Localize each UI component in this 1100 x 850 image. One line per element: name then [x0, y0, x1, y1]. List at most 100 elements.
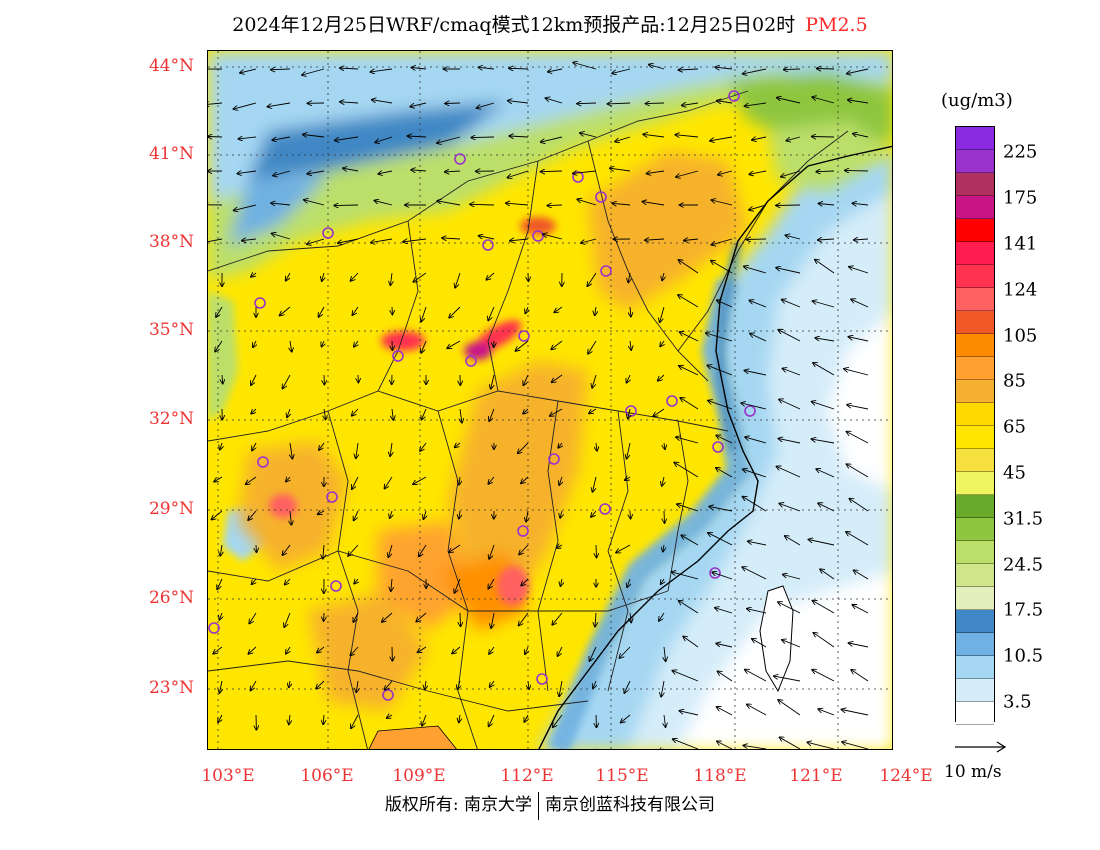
colorbar-label: 65	[1003, 416, 1026, 438]
wind-arrow	[649, 65, 665, 70]
wind-arrow	[477, 102, 495, 108]
wind-arrow	[809, 540, 835, 546]
wind-arrow	[750, 334, 767, 342]
wind-arrow	[323, 714, 324, 724]
wind-arrow	[460, 612, 461, 626]
wind-arrow	[239, 137, 257, 139]
wind-arrow	[218, 714, 222, 722]
wind-arrow	[592, 374, 597, 388]
wind-arrow	[679, 711, 699, 716]
wind-arrow	[587, 272, 597, 286]
wind-arrow	[287, 408, 290, 417]
wind-arrow	[591, 510, 597, 517]
wind-arrow	[289, 714, 290, 724]
wind-arrow	[646, 103, 665, 104]
wind-arrow	[777, 98, 801, 104]
wind-arrow	[627, 442, 631, 459]
wind-arrow	[459, 510, 460, 519]
colorbar-swatch	[956, 173, 994, 196]
wind-arrow	[213, 646, 223, 654]
wind-arrow	[659, 612, 665, 621]
pm25-concentration-map	[208, 51, 892, 749]
colorbar-swatch	[956, 564, 994, 587]
wind-arrow	[307, 171, 325, 174]
wind-arrow	[844, 369, 869, 376]
wind-arrow	[552, 374, 563, 382]
wind-arrow	[596, 442, 597, 451]
wind-arrow	[459, 748, 460, 749]
colorbar-swatch	[956, 334, 994, 357]
colorbar-label: 24.5	[1003, 554, 1044, 576]
wind-arrow	[595, 306, 596, 315]
wind-arrow	[548, 69, 563, 72]
wind-arrow	[711, 238, 733, 245]
wind-arrow	[743, 745, 767, 749]
map-panel	[207, 50, 893, 750]
wind-arrow	[246, 476, 257, 484]
footer-divider	[538, 791, 540, 820]
wind-arrow	[283, 374, 291, 389]
legend-unit: (ug/m3)	[941, 90, 1013, 111]
wind-arrow	[845, 170, 869, 171]
wind-arrow	[662, 272, 664, 280]
wind-arrow	[354, 340, 358, 347]
wind-arrow	[519, 612, 529, 626]
wind-arrow	[454, 578, 461, 593]
wind-arrow	[593, 476, 597, 492]
wind-arrow	[712, 572, 733, 580]
wind-arrow	[716, 468, 733, 478]
wind-arrow	[776, 268, 801, 274]
wind-arrow	[290, 442, 292, 459]
wind-arrow	[816, 171, 835, 172]
wind-arrow	[812, 402, 835, 410]
wind-arrow	[323, 748, 324, 749]
wind-arrow	[255, 748, 256, 749]
wind-arrow	[316, 680, 325, 689]
wind-arrow	[818, 239, 835, 240]
wind-arrow	[508, 170, 529, 178]
wind-arrow	[711, 200, 733, 206]
wind-arrow	[319, 442, 325, 450]
lon-label-124: 124°E	[879, 766, 933, 786]
wind-arrow	[716, 436, 733, 444]
wind-arrow	[457, 680, 460, 689]
wind-arrow	[780, 737, 801, 749]
wind-arrow	[471, 137, 495, 138]
colorbar-swatch	[956, 265, 994, 288]
wind-arrow	[437, 136, 461, 143]
wind-arrow	[561, 748, 562, 749]
wind-arrow	[589, 408, 597, 413]
wind-arrow	[391, 578, 392, 591]
wind-arrow	[546, 98, 563, 104]
wind-arrow	[851, 670, 869, 682]
wind-arrow	[304, 200, 325, 206]
wind-arrow	[378, 171, 393, 174]
wind-arrow	[356, 680, 358, 692]
wind-arrow	[590, 646, 597, 661]
wind-arrow	[559, 680, 562, 696]
wind-arrow	[425, 748, 426, 749]
lat-label-32: 32°N	[148, 409, 194, 429]
wind-arrow	[543, 234, 563, 240]
colorbar-swatch	[956, 288, 994, 311]
wind-arrow	[783, 575, 801, 580]
wind-arrow	[596, 714, 597, 727]
colorbar-label: 31.5	[1003, 508, 1044, 530]
wind-arrow	[819, 204, 835, 206]
wind-arrow	[416, 612, 427, 622]
lat-label-23: 23°N	[148, 678, 194, 698]
wind-arrow	[779, 399, 801, 410]
lat-label-29: 29°N	[148, 499, 194, 519]
wind-arrow	[679, 260, 699, 274]
wind-arrow	[324, 408, 326, 419]
wind-arrow	[455, 443, 461, 447]
wind-arrow	[421, 306, 427, 322]
lon-label-103: 103°E	[201, 766, 255, 786]
colorbar-swatch	[956, 311, 994, 334]
wind-arrow	[745, 670, 767, 682]
wind-arrow	[846, 532, 869, 546]
wind-arrow	[749, 300, 767, 308]
lon-label-115: 115°E	[595, 766, 649, 786]
wind-arrow	[252, 442, 256, 450]
colorbar-swatch	[956, 219, 994, 242]
